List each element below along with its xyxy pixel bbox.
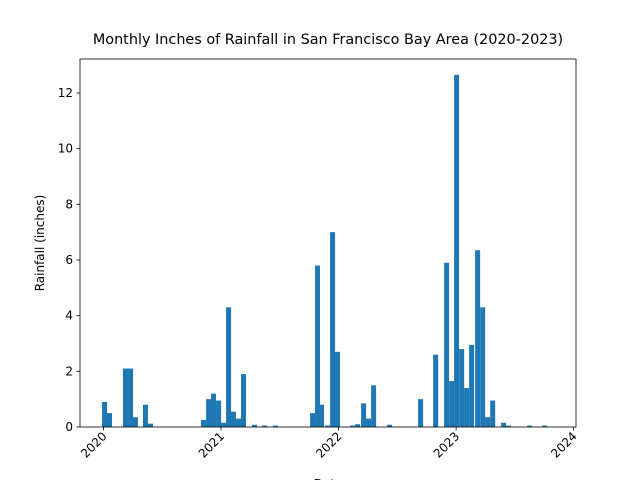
bar (240, 374, 246, 427)
bar (310, 413, 316, 427)
bar (449, 381, 455, 427)
bar (335, 351, 341, 427)
bar (387, 424, 393, 427)
y-tick-label: 6 (65, 253, 73, 267)
bar (464, 388, 470, 427)
bar (485, 417, 491, 427)
x-tick-label: 2021 (196, 429, 227, 460)
y-tick-label: 8 (65, 197, 73, 211)
bar (231, 411, 237, 427)
bar (527, 425, 533, 427)
bar (211, 393, 217, 427)
bar (262, 425, 268, 427)
bar (128, 368, 134, 427)
bar (201, 420, 207, 427)
y-tick-label: 4 (65, 309, 73, 323)
bar (355, 424, 361, 427)
bar (325, 425, 331, 427)
bar (132, 417, 138, 427)
bar (350, 425, 356, 427)
bar (469, 344, 475, 427)
y-tick-label: 0 (65, 420, 73, 434)
bar (542, 425, 548, 427)
x-axis-label: Date (314, 477, 343, 480)
bar (315, 265, 321, 427)
bar (418, 399, 424, 427)
bar (206, 399, 212, 427)
x-tick-label: 2020 (78, 429, 109, 460)
bar (102, 401, 108, 427)
plot-frame (79, 58, 577, 428)
bar (221, 422, 227, 427)
bar (122, 368, 128, 427)
bar (506, 425, 512, 427)
bar (454, 74, 460, 427)
bar (226, 307, 232, 427)
y-axis-label: Rainfall (inches) (33, 195, 47, 292)
bar (444, 262, 450, 427)
y-tick-label: 10 (58, 142, 73, 156)
bar (480, 307, 486, 427)
bar (366, 418, 372, 427)
bar (236, 418, 242, 427)
chart-title: Monthly Inches of Rainfall in San Franci… (93, 32, 563, 48)
bar (142, 404, 148, 427)
bar (319, 404, 325, 427)
bar (371, 385, 377, 427)
x-tick-label: 2023 (431, 429, 462, 460)
bar (361, 403, 367, 427)
bar (216, 400, 222, 427)
bar (501, 422, 507, 427)
x-tick-label: 2022 (313, 429, 344, 460)
bar (490, 400, 496, 427)
bar (252, 424, 258, 427)
bar (433, 354, 439, 427)
bar (475, 250, 481, 427)
bar (107, 413, 113, 427)
bar (273, 425, 279, 427)
y-tick-label: 12 (58, 86, 73, 100)
bar (330, 232, 336, 427)
x-tick-label: 2024 (548, 429, 579, 460)
bar (459, 349, 465, 427)
bar (148, 423, 154, 427)
y-tick-label: 2 (65, 364, 73, 378)
